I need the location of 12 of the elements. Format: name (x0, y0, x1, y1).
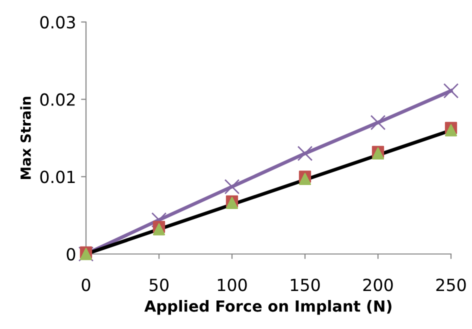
y-tick-label: 0.01 (40, 170, 75, 184)
x-tick-label: 100 (218, 278, 247, 292)
x-tick-label: 0 (82, 278, 90, 292)
x-axis-title: Applied Force on Implant (N) (144, 300, 392, 315)
x-tick-label: 150 (290, 278, 320, 292)
x-tick-label: 250 (436, 278, 466, 292)
x-tick-label: 200 (363, 278, 393, 292)
y-tick-label: 0.02 (40, 93, 75, 106)
y-axis-title: Max Strain (20, 96, 31, 179)
y-tick-label: 0.03 (40, 16, 75, 29)
y-tick-label: 0 (66, 248, 76, 261)
x-tick-label: 50 (150, 278, 168, 292)
